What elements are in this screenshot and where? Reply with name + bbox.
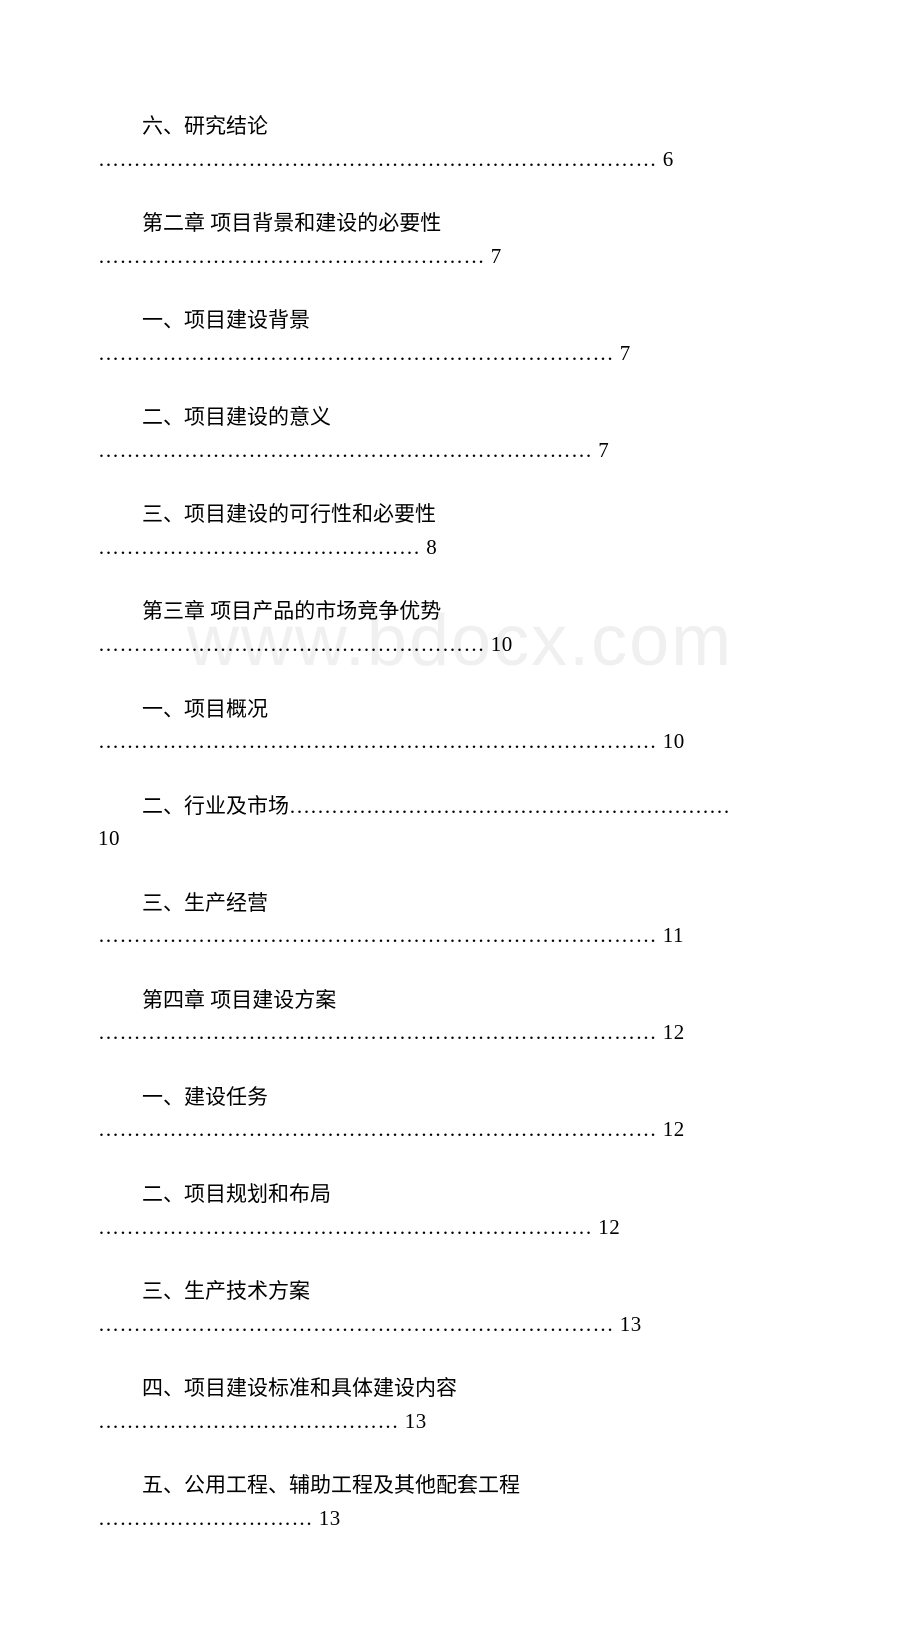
toc-entry: 三、生产技术方案……………………………………………………………… 13 (98, 1275, 822, 1340)
toc-entry: 第三章 项目产品的市场竞争优势……………………………………………… 10 (98, 595, 822, 660)
toc-title: 第四章 项目建设方案 (98, 984, 822, 1017)
toc-dots-page: ……………………………………………………………… 7 (98, 337, 822, 370)
toc-dots-page: …………………………………………………………………… 6 (98, 143, 822, 176)
toc-dots: ……………………………………… (98, 535, 421, 559)
toc-dots: ……………………………………………… (98, 632, 485, 656)
toc-page: 12 (657, 1020, 685, 1044)
toc-entry: 四、项目建设标准和具体建设内容…………………………………… 13 (98, 1372, 822, 1437)
toc-dots: …………………………………………………………… (98, 1215, 593, 1239)
toc-page: 12 (657, 1117, 685, 1141)
toc-dots: ……………………………………………………………… (98, 1312, 614, 1336)
toc-title: 三、生产经营 (98, 887, 822, 920)
toc-entry: 第二章 项目背景和建设的必要性……………………………………………… 7 (98, 207, 822, 272)
toc-title: 一、项目概况 (98, 693, 822, 726)
toc-page: 6 (657, 147, 674, 171)
toc-dots: …………………………………………………………………… (98, 1117, 657, 1141)
toc-page: 10 (98, 822, 822, 855)
toc-entry: 二、行业及市场……………………………………………………… 10 (98, 790, 822, 855)
toc-title: 五、公用工程、辅助工程及其他配套工程 (98, 1469, 822, 1502)
toc-entry: 六、研究结论…………………………………………………………………… 6 (98, 110, 822, 175)
toc-dots: …………………………………………………………… (98, 438, 593, 462)
toc-line-inline: 二、行业及市场……………………………………………………… (98, 794, 730, 818)
toc-dots: …………………………………… (98, 1409, 399, 1433)
toc-dots: …………………………………………………………………… (98, 729, 657, 753)
toc-page: 11 (657, 923, 684, 947)
toc-page: 7 (485, 244, 502, 268)
toc-entry: 三、项目建设的可行性和必要性……………………………………… 8 (98, 498, 822, 563)
toc-entry: 一、项目建设背景……………………………………………………………… 7 (98, 304, 822, 369)
toc-page: 10 (657, 729, 685, 753)
toc-title: 第二章 项目背景和建设的必要性 (98, 207, 822, 240)
page-content: 六、研究结论…………………………………………………………………… 6第二章 项目… (0, 0, 920, 1626)
toc-dots-page: …………………………………………………………… 12 (98, 1211, 822, 1244)
toc-entry: 二、项目规划和布局…………………………………………………………… 12 (98, 1178, 822, 1243)
toc-container: 六、研究结论…………………………………………………………………… 6第二章 项目… (98, 110, 822, 1534)
toc-dots-page: ………………………… 13 (98, 1502, 822, 1535)
toc-title: 四、项目建设标准和具体建设内容 (98, 1372, 822, 1405)
toc-dots-page: …………………………………………………………………… 12 (98, 1016, 822, 1049)
toc-title: 二、行业及市场 (142, 794, 289, 818)
toc-title: 二、项目建设的意义 (98, 401, 822, 434)
toc-dots: …………………………………………………………………… (98, 923, 657, 947)
toc-page: 7 (614, 341, 631, 365)
toc-dots-page: ……………………………………… 8 (98, 531, 822, 564)
toc-entry: 一、项目概况…………………………………………………………………… 10 (98, 693, 822, 758)
toc-page: 13 (313, 1506, 341, 1530)
toc-dots: …………………………………………………………………… (98, 147, 657, 171)
toc-page: 7 (593, 438, 610, 462)
toc-dots-page: …………………………………………………………………… 11 (98, 919, 822, 952)
toc-dots-page: ……………………………………………………………… 13 (98, 1308, 822, 1341)
toc-dots: ……………………………………………………… (289, 794, 730, 818)
toc-page: 10 (485, 632, 513, 656)
toc-dots: ………………………… (98, 1506, 313, 1530)
toc-dots-page: ……………………………………………… 10 (98, 628, 822, 661)
toc-title: 一、项目建设背景 (98, 304, 822, 337)
toc-dots: ……………………………………………………………… (98, 341, 614, 365)
toc-dots-page: …………………………………… 13 (98, 1405, 822, 1438)
toc-entry: 一、建设任务…………………………………………………………………… 12 (98, 1081, 822, 1146)
toc-entry: 三、生产经营…………………………………………………………………… 11 (98, 887, 822, 952)
toc-dots-page: …………………………………………………………………… 10 (98, 725, 822, 758)
toc-entry: 二、项目建设的意义…………………………………………………………… 7 (98, 401, 822, 466)
toc-page: 12 (593, 1215, 621, 1239)
toc-title: 一、建设任务 (98, 1081, 822, 1114)
toc-page: 13 (399, 1409, 427, 1433)
toc-dots: ……………………………………………… (98, 244, 485, 268)
toc-dots-page: …………………………………………………………………… 12 (98, 1113, 822, 1146)
toc-title: 第三章 项目产品的市场竞争优势 (98, 595, 822, 628)
toc-dots-page: …………………………………………………………… 7 (98, 434, 822, 467)
toc-title: 三、生产技术方案 (98, 1275, 822, 1308)
toc-title: 二、项目规划和布局 (98, 1178, 822, 1211)
toc-page: 13 (614, 1312, 642, 1336)
toc-title: 三、项目建设的可行性和必要性 (98, 498, 822, 531)
toc-entry: 五、公用工程、辅助工程及其他配套工程………………………… 13 (98, 1469, 822, 1534)
toc-entry: 第四章 项目建设方案…………………………………………………………………… 12 (98, 984, 822, 1049)
toc-dots-page: ……………………………………………… 7 (98, 240, 822, 273)
toc-title: 六、研究结论 (98, 110, 822, 143)
toc-page: 8 (421, 535, 438, 559)
toc-dots: …………………………………………………………………… (98, 1020, 657, 1044)
